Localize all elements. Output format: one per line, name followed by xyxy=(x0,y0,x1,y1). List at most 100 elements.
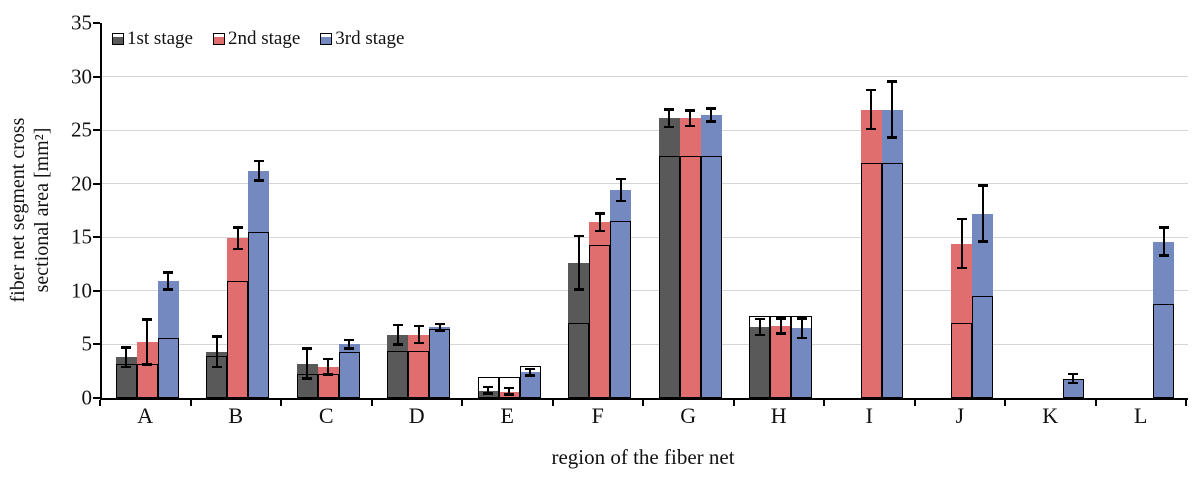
bar-cluster xyxy=(477,23,541,398)
error-bar-line xyxy=(438,323,441,332)
x-tick-mark xyxy=(370,400,373,406)
x-tick-mark xyxy=(913,400,916,406)
legend-label: 1st stage xyxy=(127,28,193,49)
error-bar-cap-top xyxy=(525,367,536,370)
error-bar-cap-bottom xyxy=(121,365,132,368)
bar-A-1st-stage xyxy=(115,357,137,398)
bar-slot xyxy=(387,23,409,398)
bar-G-1st-stage xyxy=(658,118,680,398)
bar-slot xyxy=(115,23,137,398)
error-bar-cap-top xyxy=(754,317,765,321)
y-tick-mark xyxy=(93,289,100,292)
bar-outline-box xyxy=(227,281,249,398)
bar-cluster xyxy=(930,23,994,398)
error-bar-cap-top xyxy=(232,226,243,229)
y-tick-mark xyxy=(93,236,100,239)
error-bar-cap-top xyxy=(344,338,355,342)
error-bar-cap-top xyxy=(706,107,717,110)
error-bar-line xyxy=(1072,373,1075,385)
y-axis-title-line2: sectional area [mm²] xyxy=(31,127,53,293)
error-bar-cap-bottom xyxy=(977,240,988,243)
error-bar-cap-top xyxy=(866,89,877,92)
bar-H-2nd-stage xyxy=(770,326,792,398)
x-category-label: D xyxy=(408,403,425,428)
bar-slot xyxy=(658,23,680,398)
error-bar-cap-top xyxy=(211,335,222,338)
bar-outline-box xyxy=(749,315,771,398)
x-tick-mark xyxy=(280,400,282,406)
error-bar-line xyxy=(529,368,532,377)
error-bar-cap-top xyxy=(775,317,786,320)
bar-slot xyxy=(519,23,541,398)
error-bar-line xyxy=(125,346,128,368)
error-bar-line xyxy=(619,178,622,202)
bar-outline-box xyxy=(387,350,409,398)
error-bar-line xyxy=(396,324,399,346)
bar-slot xyxy=(1111,23,1132,398)
error-bar-cap-top xyxy=(253,159,264,163)
legend-label: 3rd stage xyxy=(335,28,405,49)
bar-slot xyxy=(1062,23,1084,398)
error-bar-line xyxy=(327,358,330,376)
gridline xyxy=(102,76,1188,78)
bar-I-2nd-stage xyxy=(860,109,882,398)
error-bar-cap-bottom xyxy=(1158,254,1169,257)
error-bar-cap-bottom xyxy=(754,334,765,337)
error-bar-cap-bottom xyxy=(253,179,264,182)
error-bar-cap-bottom xyxy=(866,127,877,131)
bar-slot xyxy=(1021,23,1042,398)
error-bar-cap-top xyxy=(483,385,494,389)
error-bar-cap-bottom xyxy=(887,136,898,139)
x-tick-mark xyxy=(732,400,735,406)
bar-slot xyxy=(840,23,861,398)
bar-slot xyxy=(749,23,771,398)
error-bar-line xyxy=(870,89,873,131)
bar-C-1st-stage xyxy=(296,363,318,398)
error-bar-cap-bottom xyxy=(434,329,445,332)
bar-A-2nd-stage xyxy=(136,342,158,398)
error-bar-line xyxy=(689,109,692,127)
bar-slot xyxy=(227,23,249,398)
bar-cluster xyxy=(1021,23,1084,398)
error-bar-cap-bottom xyxy=(413,342,424,345)
bar-cluster xyxy=(749,23,813,398)
error-bar-cap-bottom xyxy=(594,229,605,232)
x-category-label: G xyxy=(680,403,697,428)
bar-G-2nd-stage xyxy=(679,118,701,398)
x-category-label: A xyxy=(137,403,154,428)
bar-slot xyxy=(791,23,813,398)
bar-outline-box xyxy=(338,351,360,398)
error-bar-cap-bottom xyxy=(142,363,153,366)
y-tick-mark xyxy=(93,182,100,185)
y-tick-label: 0 xyxy=(81,385,93,410)
bar-cluster xyxy=(568,23,632,398)
bar-B-2nd-stage xyxy=(227,238,249,398)
y-tick-mark xyxy=(93,75,100,78)
bar-F-3rd-stage xyxy=(610,190,632,398)
bar-outline-box xyxy=(317,374,339,398)
error-bar-cap-top xyxy=(392,323,403,327)
bar-slot xyxy=(930,23,951,398)
error-bar-cap-top xyxy=(1068,372,1079,376)
error-bar-line xyxy=(779,317,782,335)
error-bar-cap-bottom xyxy=(483,392,494,395)
error-bar-line xyxy=(146,318,149,366)
x-category-label: K xyxy=(1042,403,1059,428)
legend-label: 2nd stage xyxy=(227,28,301,49)
error-bar-line xyxy=(1162,226,1165,257)
bar-slot xyxy=(498,23,520,398)
error-bar-line xyxy=(306,347,309,380)
legend-item-1st-stage: 1st stage xyxy=(112,28,193,50)
error-bar-cap-top xyxy=(142,318,153,321)
error-bar-cap-bottom xyxy=(344,347,355,350)
x-category-label: B xyxy=(228,403,244,428)
bar-slot xyxy=(860,23,882,398)
bar-outline-box xyxy=(658,155,680,398)
bar-J-3rd-stage xyxy=(972,213,994,398)
bar-F-1st-stage xyxy=(568,263,590,398)
legend-item-2nd-stage: 2nd stage xyxy=(212,28,301,50)
bar-slot xyxy=(408,23,430,398)
error-bar-cap-bottom xyxy=(615,199,626,202)
bar-K-3rd-stage xyxy=(1062,378,1084,398)
